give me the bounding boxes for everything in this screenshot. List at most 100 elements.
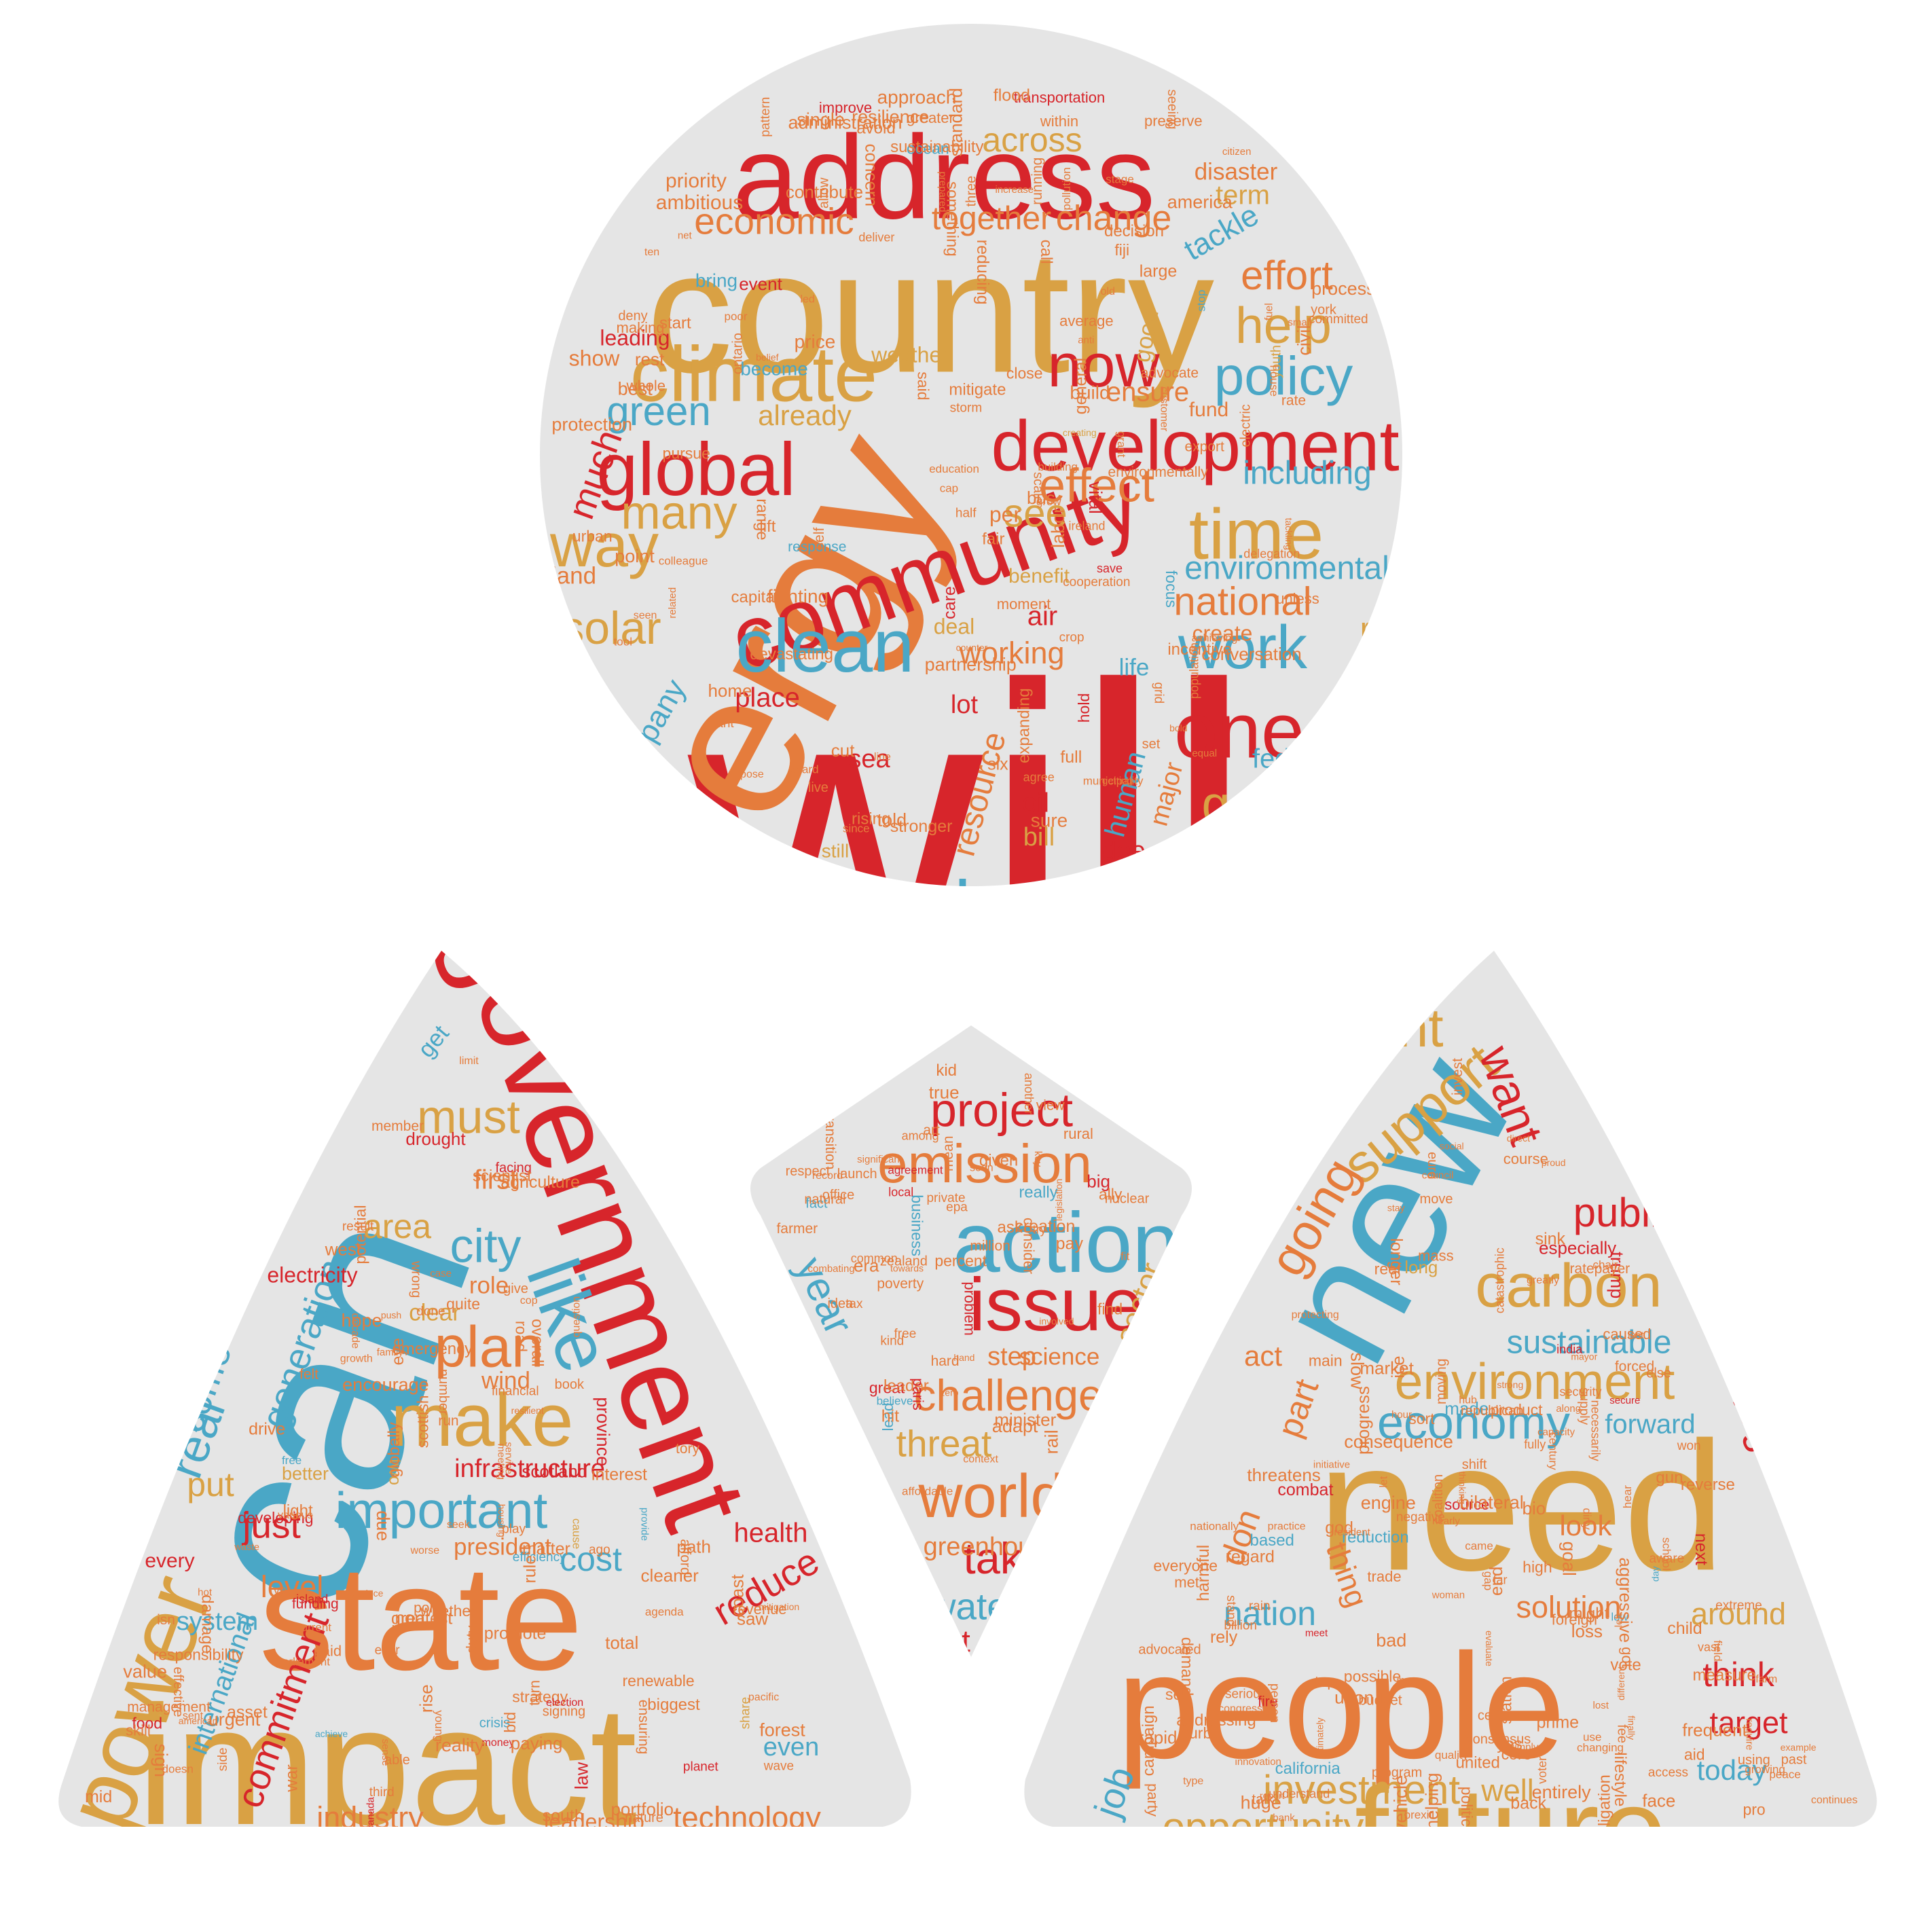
word-allow: allow xyxy=(817,177,832,208)
word-especially: especially xyxy=(1539,1237,1616,1258)
word-prime: prime xyxy=(1537,1713,1580,1732)
word-current: current xyxy=(295,1621,331,1634)
word-technology: technology xyxy=(673,1800,821,1835)
word-really: really xyxy=(1019,1184,1057,1202)
word-rural: rural xyxy=(1063,1125,1093,1142)
word-price: price xyxy=(795,331,836,352)
word-question: question xyxy=(571,1296,583,1338)
word-due: due xyxy=(373,1510,393,1541)
word-every: every xyxy=(145,1550,194,1572)
word-two: two xyxy=(386,1459,405,1485)
word-clean: clean xyxy=(736,604,915,688)
word-increase: increase xyxy=(995,184,1034,196)
word-achieving: achieving xyxy=(1192,632,1238,644)
word-small: small xyxy=(1288,316,1311,328)
word-grow: grow xyxy=(1036,495,1062,508)
word-next: next xyxy=(1692,1533,1711,1565)
word-average: average xyxy=(1059,312,1114,329)
word-tackling: tackling xyxy=(1283,517,1294,549)
word-education: education xyxy=(929,462,979,475)
word-private: private xyxy=(926,1191,965,1205)
word-sort: sort xyxy=(1408,1410,1435,1427)
word-investment: investment xyxy=(1263,1767,1460,1812)
word-family: family xyxy=(377,1347,404,1358)
word-zero: zero xyxy=(940,1387,958,1398)
word-fiji: fiji xyxy=(1114,241,1129,259)
word-hope: hope xyxy=(341,1311,382,1331)
word-decade: decade xyxy=(349,1313,361,1349)
word-case: case xyxy=(430,1268,452,1279)
word-civil: civil xyxy=(1294,325,1314,356)
word-finally: finally xyxy=(1626,1715,1637,1740)
word-ocean: ocean xyxy=(907,139,949,157)
word-committed: committed xyxy=(1309,312,1368,327)
word-practice: practice xyxy=(1268,1520,1306,1532)
word-ever: ever xyxy=(375,1643,401,1658)
word-total: total xyxy=(605,1633,638,1653)
word-ireland: ireland xyxy=(1068,520,1105,533)
word-whole: whole xyxy=(626,378,666,395)
word-pursue: pursue xyxy=(663,444,710,462)
word-ratepayer: ratepayer xyxy=(1569,1261,1630,1277)
word-rate: rate xyxy=(1281,393,1306,409)
word-board: board xyxy=(789,763,818,776)
word-capacity: capacity xyxy=(1537,1426,1575,1438)
word-forced: forced xyxy=(1615,1359,1654,1374)
word-wind: wind xyxy=(481,1367,530,1393)
word-whether: whether xyxy=(420,1602,476,1620)
word-example: example xyxy=(1781,1742,1817,1753)
word-promote: promote xyxy=(484,1624,547,1643)
word-million: million xyxy=(970,1238,1010,1254)
word-core: core xyxy=(1501,1745,1532,1763)
word-extreme: extreme xyxy=(1715,1599,1762,1613)
word-point: point xyxy=(615,546,655,566)
word-wave: wave xyxy=(763,1760,794,1774)
word-leader: leader xyxy=(883,1377,929,1395)
word-line: line xyxy=(874,752,891,763)
word-province: province xyxy=(593,1397,613,1466)
word-disaster: disaster xyxy=(1195,158,1278,185)
word-effort: effort xyxy=(1241,253,1333,298)
word-paris: paris xyxy=(910,1378,927,1410)
word-meet: meet xyxy=(1305,1627,1328,1639)
word-growing: growing xyxy=(1745,1763,1785,1776)
word-turn: turn xyxy=(526,1680,543,1706)
word-old: old xyxy=(1101,286,1115,297)
word-epa: epa xyxy=(946,1200,968,1214)
word-global: global xyxy=(596,428,796,511)
word-general: general xyxy=(1072,358,1091,414)
word-economic: economic xyxy=(694,200,854,242)
word-gas: gas xyxy=(1202,776,1284,833)
word-ask: ask xyxy=(998,1218,1023,1237)
word-legislation: legislation xyxy=(1053,1179,1064,1221)
word-era: era xyxy=(854,1255,879,1275)
word-mid: mid xyxy=(85,1787,112,1806)
word-ontario: ontario xyxy=(730,333,745,374)
word-initiative: initiative xyxy=(1313,1459,1350,1470)
word-stand: stand xyxy=(1224,1595,1238,1626)
word-think: think xyxy=(1702,1656,1775,1694)
word-among: among xyxy=(902,1129,939,1143)
word-decision: decision xyxy=(1104,222,1164,240)
word-consider: consider xyxy=(1021,1218,1038,1274)
word-told: told xyxy=(877,810,907,831)
word-light: light xyxy=(283,1502,313,1520)
word-national: national xyxy=(1173,579,1311,623)
word-rising: rising xyxy=(852,810,890,828)
word-big: big xyxy=(1087,1171,1110,1191)
word-coal: coal xyxy=(1319,1057,1369,1087)
word-common: common xyxy=(851,1252,898,1265)
word-action: action xyxy=(953,1196,1180,1290)
word-fighting: fighting xyxy=(767,585,828,606)
word-nature: nature xyxy=(625,1810,663,1825)
word-play: play xyxy=(502,1523,526,1537)
word-transportation: transportation xyxy=(1014,89,1106,106)
word-far: far xyxy=(1493,1573,1507,1586)
word-nationally: nationally xyxy=(1190,1520,1239,1533)
word-quite: quite xyxy=(446,1295,480,1313)
word-woman: woman xyxy=(1432,1590,1465,1601)
word-air: air xyxy=(1027,602,1057,632)
word-tax: tax xyxy=(845,1297,863,1311)
word-goal: goal xyxy=(1559,1542,1580,1576)
word-urgent: urgent xyxy=(208,1709,261,1730)
